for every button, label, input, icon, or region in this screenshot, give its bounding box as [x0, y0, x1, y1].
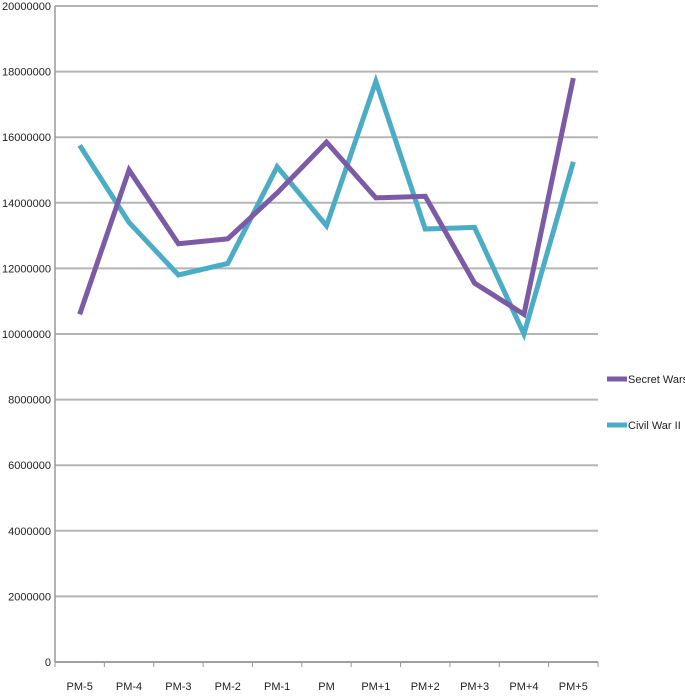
series-line-secret-wars — [77, 77, 576, 319]
legend-label: Civil War II — [628, 420, 681, 432]
gridlines — [55, 5, 598, 663]
y-tick-label: 20000000 — [2, 1, 51, 13]
x-tick-label: PM+2 — [411, 681, 440, 693]
y-tick-label: 14000000 — [2, 198, 51, 210]
y-axis: 2000000018000000160000001400000012000000… — [2, 1, 56, 669]
x-tick-label: PM-5 — [67, 681, 93, 693]
x-tick-label: PM-2 — [215, 681, 241, 693]
x-tick-label: PM-3 — [165, 681, 191, 693]
x-tick-label: PM — [318, 681, 335, 693]
y-tick-label: 12000000 — [2, 263, 51, 275]
x-tick-label: PM-1 — [264, 681, 290, 693]
legend: Secret Wars Civil War II — [607, 374, 685, 432]
y-tick-label: 4000000 — [8, 526, 51, 538]
y-tick-label: 2000000 — [8, 591, 51, 603]
series-line-civil-war-ii — [77, 73, 576, 342]
x-axis: PM-5 PM-4 PM-3 PM-2 PM-1 PM PM+1 PM+2 PM+3 PM+4 PM… — [54, 661, 599, 693]
y-tick-label: 18000000 — [2, 67, 51, 79]
x-tick-label: PM+5 — [559, 681, 588, 693]
legend-label: Secret Wars — [628, 374, 685, 386]
y-tick-label: 6000000 — [8, 460, 51, 472]
series-lines — [77, 73, 576, 342]
y-tick-label: 10000000 — [2, 329, 51, 341]
y-tick-label: 16000000 — [2, 132, 51, 144]
x-tick-label: PM+1 — [361, 681, 390, 693]
x-tick-label: PM+3 — [460, 681, 489, 693]
x-tick-label: PM+4 — [509, 681, 538, 693]
y-tick-label: 0 — [45, 657, 51, 669]
y-tick-label: 8000000 — [8, 395, 51, 407]
x-tick-label: PM-4 — [116, 681, 142, 693]
